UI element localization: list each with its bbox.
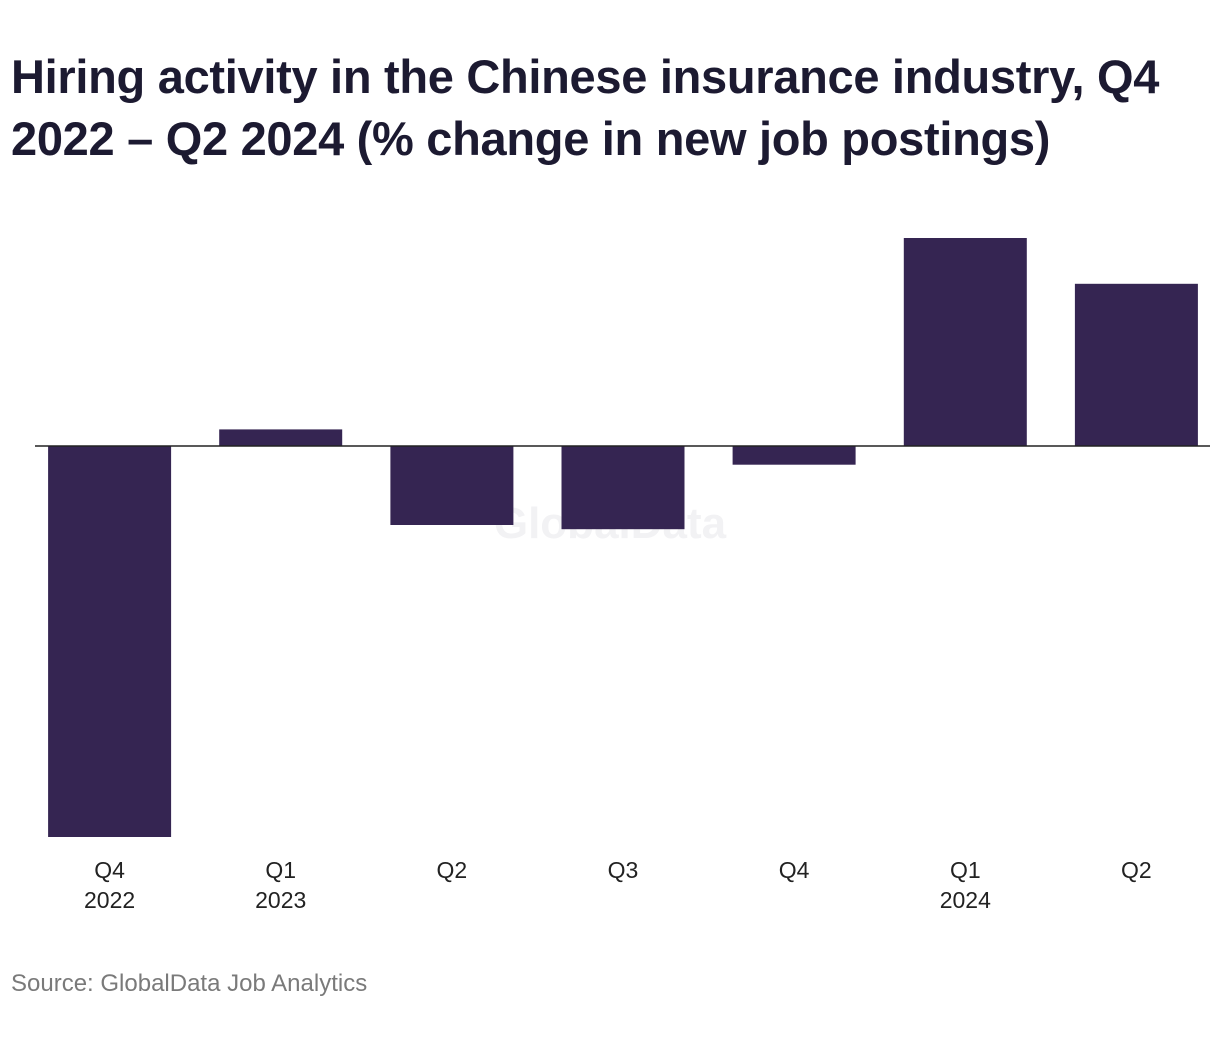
x-tick-label-3-0: Q3	[608, 857, 639, 883]
source-note: Source: GlobalData Job Analytics	[11, 970, 368, 997]
bar-3	[561, 446, 685, 530]
bar-0	[48, 446, 172, 837]
x-tick-label-4-0: Q4	[779, 857, 810, 883]
bar-5	[903, 238, 1027, 446]
bar-1	[219, 429, 343, 446]
x-tick-label-1-0: Q1	[265, 857, 296, 883]
bar-6	[1074, 283, 1198, 446]
x-tick-label-5-1: 2024	[940, 887, 991, 913]
bar-4	[732, 446, 856, 465]
x-tick-label-2-0: Q2	[437, 857, 468, 883]
x-tick-label-0-1: 2022	[84, 887, 135, 913]
x-tick-label-6-0: Q2	[1121, 857, 1152, 883]
x-tick-label-5-0: Q1	[950, 857, 981, 883]
bar-2	[390, 446, 514, 525]
x-tick-labels: Q4 2022 Q1 2023 Q2 Q3 Q4 Q1 2024 Q2	[84, 857, 1152, 913]
x-tick-label-1-1: 2023	[255, 887, 306, 913]
x-tick-label-0-0: Q4	[94, 857, 125, 883]
chart-title: Hiring activity in the Chinese insurance…	[11, 50, 1160, 165]
bars-group	[48, 238, 1198, 837]
